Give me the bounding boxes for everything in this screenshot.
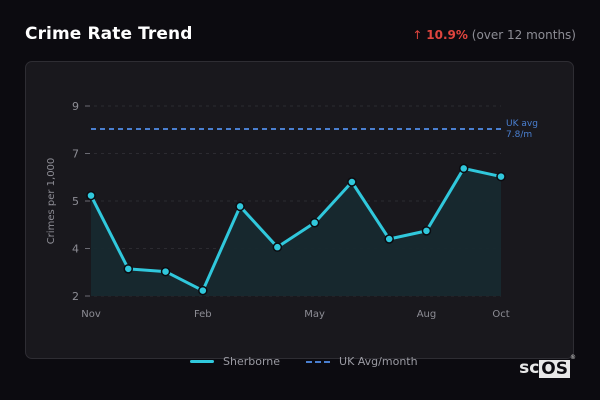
legend-item-uk-avg[interactable]: UK Avg/month <box>306 355 418 368</box>
uk-avg-annotation: UK avg <box>506 119 538 129</box>
data-point[interactable] <box>458 163 469 174</box>
sherborne-line <box>89 166 502 293</box>
x-tick-label: Feb <box>194 309 212 320</box>
area-fill <box>91 168 501 296</box>
data-point[interactable] <box>496 171 506 182</box>
data-point[interactable] <box>309 217 320 228</box>
scos-logo: sc OS ® <box>519 354 576 379</box>
logo-text-os: OS <box>539 359 570 379</box>
logo-registered: ® <box>570 354 576 361</box>
data-point[interactable] <box>272 242 283 252</box>
y-tick-label: 5 <box>72 195 79 208</box>
arrow-up-icon: ↑ <box>412 28 423 42</box>
data-point[interactable] <box>347 177 357 187</box>
data-point[interactable] <box>86 190 96 201</box>
data-point[interactable] <box>123 264 134 274</box>
x-tick-label: Aug <box>417 309 437 320</box>
data-point[interactable] <box>160 266 171 277</box>
data-point[interactable] <box>421 226 432 236</box>
y-tick-label: 7 <box>72 148 79 161</box>
y-tick-label: 9 <box>72 100 79 113</box>
y-axis-label: Crimes per 1,000 <box>46 158 57 245</box>
legend-item-sherborne[interactable]: Sherborne <box>190 355 280 368</box>
data-point[interactable] <box>198 285 208 296</box>
legend-swatch-dashed <box>306 360 331 363</box>
change-indicator: ↑ 10.9% (over 12 months) <box>412 28 576 42</box>
y-tick-label: 4 <box>72 243 79 256</box>
y-tick-label: 2 <box>72 290 79 303</box>
page-title: Crime Rate Trend <box>25 24 193 44</box>
x-tick-label: Oct <box>492 309 509 320</box>
data-point[interactable] <box>235 201 245 212</box>
change-percent: 10.9% <box>426 28 468 42</box>
change-period: (over 12 months) <box>471 28 576 42</box>
x-tick-label: Nov <box>81 309 101 320</box>
legend-swatch-solid <box>190 360 214 363</box>
x-tick-label: May <box>304 309 325 320</box>
chart-legend: Sherborne UK Avg/month <box>190 355 418 368</box>
data-point[interactable] <box>384 234 394 244</box>
logo-text-sc: sc <box>519 358 540 378</box>
legend-label: Sherborne <box>223 355 281 368</box>
legend-label: UK Avg/month <box>339 355 418 368</box>
uk-avg-value: 7.8/m <box>506 130 532 140</box>
